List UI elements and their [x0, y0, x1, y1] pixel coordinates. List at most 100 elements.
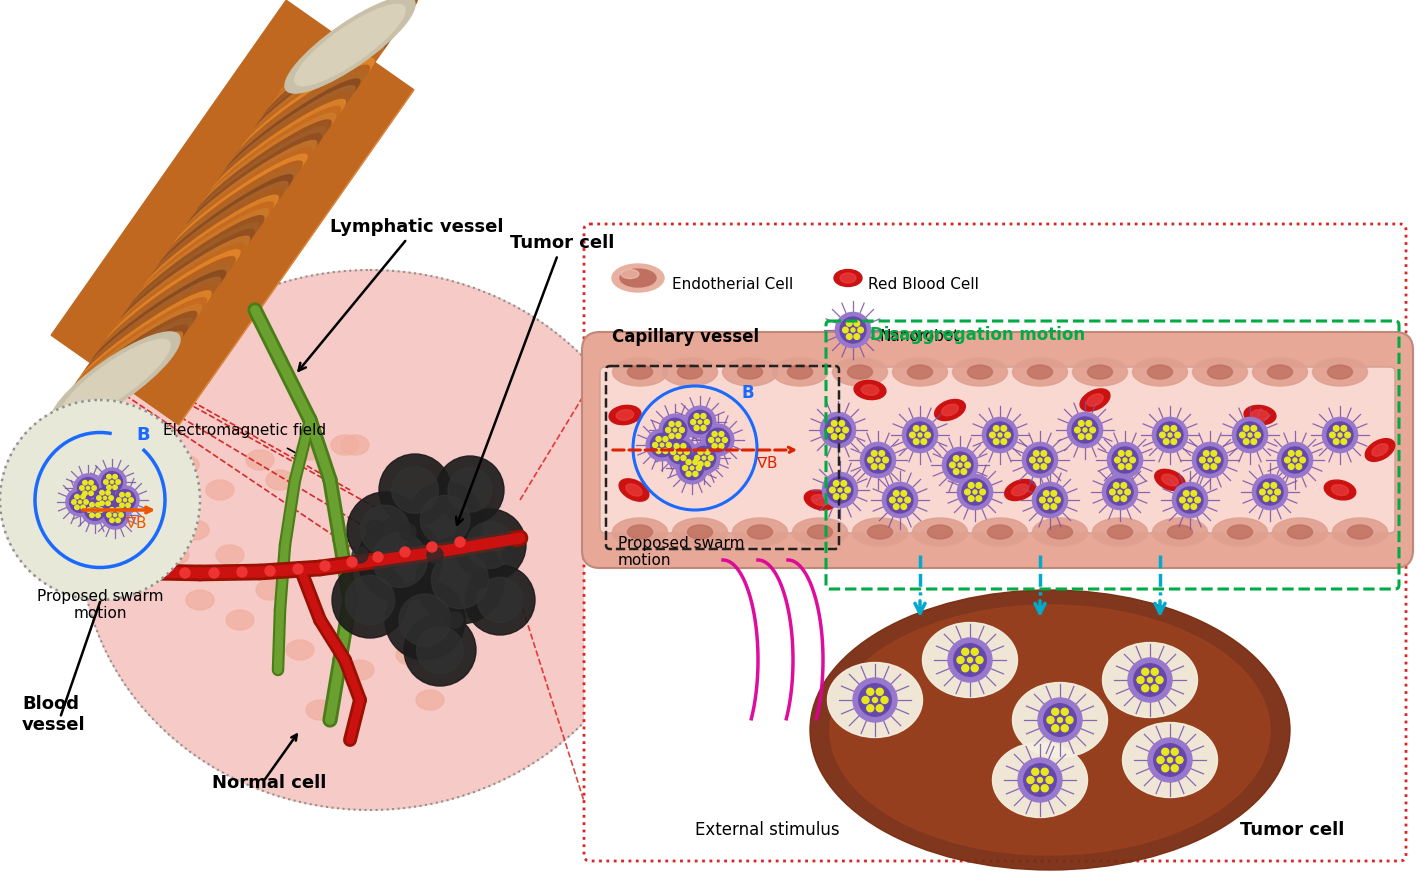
Circle shape: [102, 472, 122, 493]
Circle shape: [976, 496, 981, 501]
Ellipse shape: [227, 610, 253, 630]
Circle shape: [841, 493, 847, 500]
Circle shape: [1027, 776, 1034, 783]
Circle shape: [116, 498, 122, 502]
Circle shape: [106, 485, 112, 489]
Circle shape: [1048, 498, 1052, 502]
Circle shape: [893, 504, 899, 509]
Circle shape: [120, 493, 125, 497]
Circle shape: [421, 495, 470, 545]
Circle shape: [1055, 497, 1061, 503]
Circle shape: [99, 491, 105, 495]
Circle shape: [1126, 451, 1131, 456]
Circle shape: [1191, 504, 1197, 509]
Ellipse shape: [201, 113, 336, 209]
Circle shape: [877, 458, 879, 462]
Polygon shape: [178, 90, 413, 424]
Ellipse shape: [1253, 358, 1307, 386]
Circle shape: [1119, 451, 1124, 456]
Ellipse shape: [239, 59, 374, 155]
Circle shape: [436, 456, 504, 524]
Circle shape: [1239, 432, 1245, 438]
Circle shape: [961, 456, 967, 461]
Ellipse shape: [953, 358, 1008, 386]
Circle shape: [882, 458, 888, 463]
Circle shape: [1151, 685, 1158, 692]
Circle shape: [109, 507, 115, 512]
Circle shape: [675, 433, 681, 438]
Circle shape: [99, 507, 103, 512]
Circle shape: [1272, 483, 1277, 488]
Circle shape: [1032, 768, 1039, 775]
Circle shape: [103, 480, 108, 484]
Ellipse shape: [627, 525, 653, 539]
Ellipse shape: [105, 250, 239, 346]
Circle shape: [89, 513, 95, 517]
Circle shape: [1079, 434, 1085, 439]
Circle shape: [113, 514, 116, 516]
Circle shape: [901, 504, 906, 509]
Circle shape: [1175, 432, 1181, 438]
Ellipse shape: [221, 86, 355, 182]
Ellipse shape: [1133, 358, 1188, 386]
Ellipse shape: [235, 66, 370, 162]
Circle shape: [1058, 718, 1062, 723]
Ellipse shape: [191, 127, 326, 223]
Circle shape: [687, 472, 691, 477]
Circle shape: [987, 422, 1012, 448]
Circle shape: [367, 520, 382, 536]
Ellipse shape: [244, 52, 379, 148]
Circle shape: [1001, 438, 1007, 444]
Ellipse shape: [205, 480, 234, 500]
Ellipse shape: [283, 0, 418, 93]
Circle shape: [106, 513, 112, 517]
Circle shape: [1323, 417, 1358, 452]
Ellipse shape: [296, 440, 324, 460]
Circle shape: [961, 479, 988, 505]
Circle shape: [1051, 491, 1056, 496]
Circle shape: [1243, 438, 1249, 444]
Ellipse shape: [406, 470, 433, 490]
Circle shape: [1041, 451, 1046, 456]
Circle shape: [1022, 443, 1058, 478]
Text: Endotherial Cell: Endotherial Cell: [673, 276, 793, 291]
Circle shape: [867, 689, 874, 696]
Text: B: B: [742, 384, 755, 402]
Circle shape: [677, 452, 708, 484]
Circle shape: [681, 444, 685, 449]
Circle shape: [1238, 422, 1263, 448]
Circle shape: [1044, 504, 1049, 509]
Ellipse shape: [722, 358, 777, 386]
Ellipse shape: [1011, 484, 1028, 496]
Circle shape: [692, 459, 698, 465]
Circle shape: [96, 496, 101, 500]
Ellipse shape: [177, 147, 312, 243]
Circle shape: [858, 683, 891, 717]
Circle shape: [153, 568, 163, 578]
Ellipse shape: [1372, 444, 1388, 456]
Circle shape: [1005, 432, 1011, 438]
Circle shape: [74, 474, 102, 502]
Circle shape: [126, 503, 130, 507]
Ellipse shape: [619, 479, 649, 501]
Circle shape: [871, 451, 877, 456]
Circle shape: [1161, 765, 1168, 772]
Ellipse shape: [139, 202, 273, 298]
Ellipse shape: [81, 284, 217, 381]
Circle shape: [385, 580, 464, 660]
Text: Capillary vessel: Capillary vessel: [612, 328, 759, 346]
Circle shape: [668, 433, 674, 438]
Circle shape: [1018, 758, 1062, 802]
Ellipse shape: [462, 600, 489, 620]
Ellipse shape: [833, 358, 888, 386]
Circle shape: [854, 333, 860, 340]
Circle shape: [957, 474, 993, 509]
Text: $\nabla$B: $\nabla$B: [125, 515, 147, 531]
Circle shape: [347, 557, 357, 567]
Circle shape: [976, 483, 981, 488]
Ellipse shape: [110, 243, 245, 340]
Circle shape: [973, 490, 977, 494]
Circle shape: [392, 466, 439, 514]
Circle shape: [684, 406, 716, 438]
Circle shape: [994, 425, 1000, 431]
